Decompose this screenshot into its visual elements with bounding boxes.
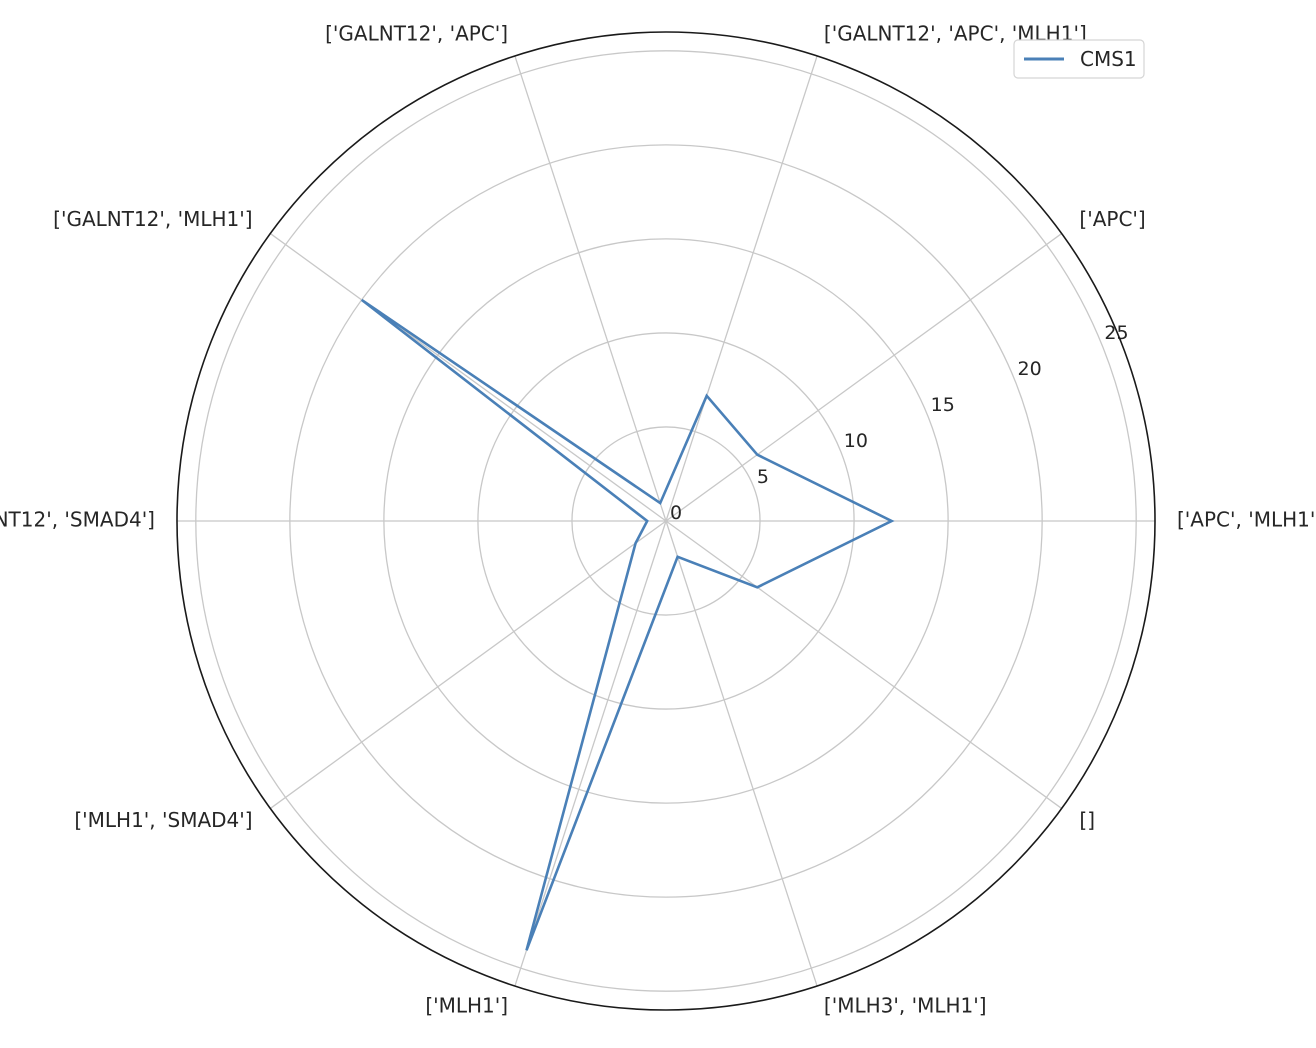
category-label: ['MLH1', 'SMAD4']	[74, 808, 252, 832]
category-labels: ['APC', 'MLH1']['APC']['GALNT12', 'APC',…	[0, 22, 1316, 1018]
category-label: ['GALNT12', 'APC']	[325, 22, 508, 46]
category-label: ['GALNT12', 'MLH1']	[53, 207, 252, 231]
series-layer	[360, 298, 895, 951]
legend-box	[1013, 39, 1145, 79]
legend: CMS1	[1013, 39, 1145, 79]
grid	[177, 50, 1155, 992]
r-tick-label: 15	[931, 394, 955, 416]
spoke-8	[665, 520, 818, 987]
category-label: ['MLH1']	[425, 993, 508, 1017]
r-tick-label: 10	[844, 430, 868, 452]
r-tick-label: 0	[670, 502, 682, 524]
spoke-3	[514, 55, 667, 522]
legend-label-cms1: CMS1	[1080, 47, 1137, 71]
r-tick-label: 20	[1018, 358, 1042, 380]
r-tick-label: 5	[757, 466, 769, 488]
category-label: []	[1079, 808, 1095, 832]
category-label: ['APC', 'MLH1']	[1177, 508, 1316, 532]
series-line-cms1	[360, 298, 895, 951]
spoke-7	[514, 520, 667, 987]
spoke-6	[270, 520, 667, 809]
spoke-2	[665, 55, 818, 522]
category-label: ['MLH3', 'MLH1']	[824, 993, 987, 1017]
category-label: ['APC']	[1079, 207, 1145, 231]
radial-tick-labels: 0 5 10 15 20 25	[670, 322, 1129, 524]
r-tick-label: 25	[1104, 322, 1128, 344]
category-label: ['GALNT12', 'SMAD4']	[0, 508, 155, 532]
spoke-9	[665, 520, 1062, 809]
spoke-4	[270, 233, 667, 522]
spoke-1	[665, 233, 1062, 522]
polar-frame	[176, 31, 1156, 1011]
